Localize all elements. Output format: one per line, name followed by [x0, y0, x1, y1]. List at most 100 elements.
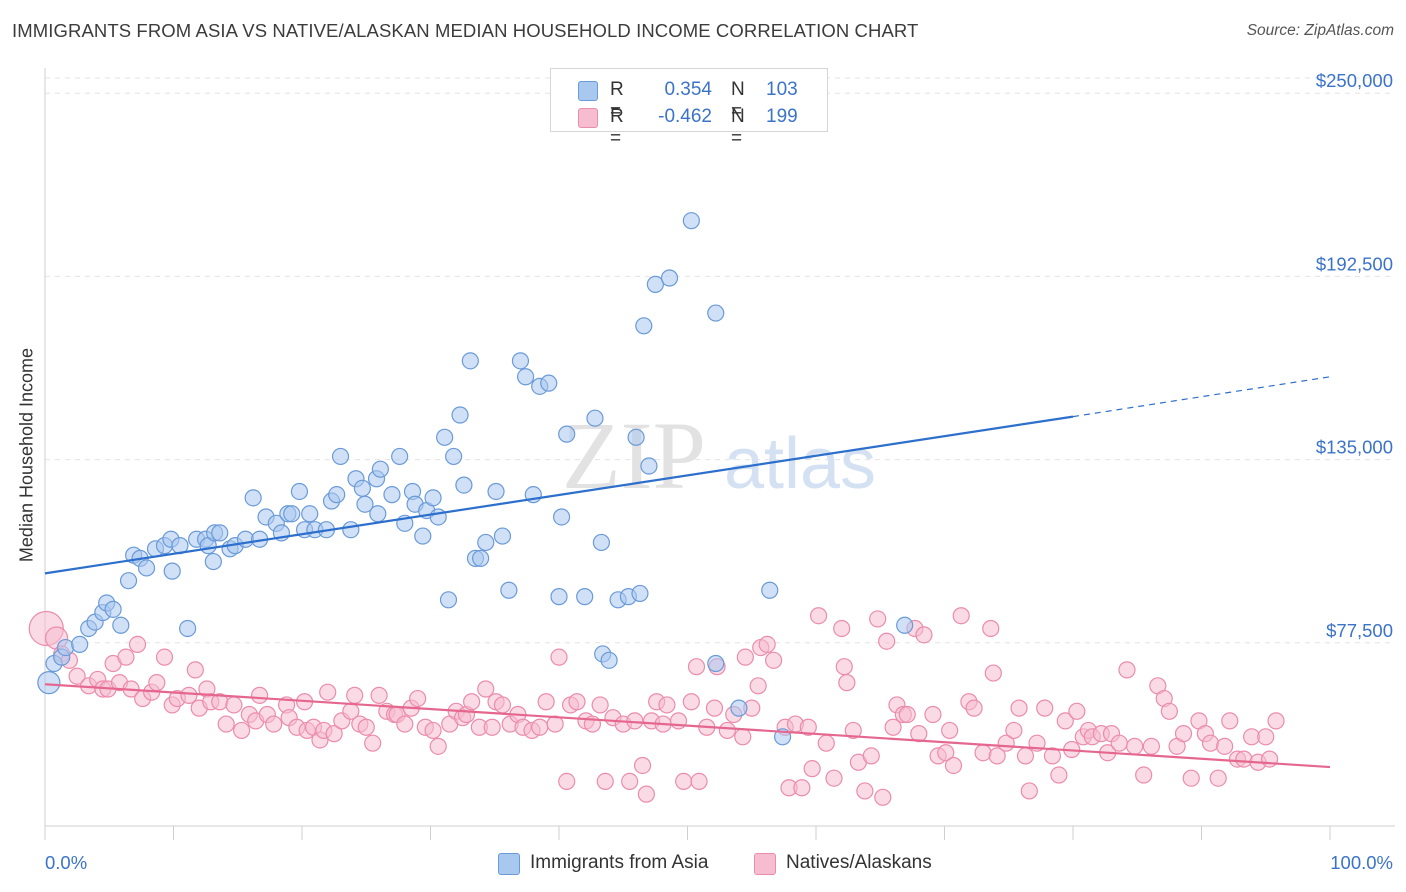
natives-alaskans-point: [1182, 769, 1200, 787]
natives-alaskans-points: [28, 607, 1285, 806]
natives-alaskans-point: [409, 689, 427, 708]
immigrants-asia-point: [391, 447, 409, 466]
natives-alaskans-point: [1135, 766, 1153, 784]
axes: [44, 68, 1395, 840]
immigrants-asia-point: [586, 409, 604, 427]
natives-alaskans-point: [1142, 737, 1160, 755]
natives-alaskans-point: [833, 619, 851, 638]
natives-alaskans-point: [463, 693, 481, 711]
immigrants-asia-point: [640, 457, 658, 475]
immigrants-asia-point: [500, 581, 518, 599]
natives-alaskans-point: [1010, 699, 1028, 717]
natives-alaskans-point: [809, 607, 828, 625]
natives-alaskans-point: [186, 661, 204, 679]
natives-alaskans-point: [1068, 702, 1086, 720]
natives-alaskans-point: [835, 658, 853, 676]
immigrants-asia-point: [414, 527, 432, 545]
natives-alaskans-point: [658, 696, 676, 714]
natives-alaskans-point: [682, 693, 700, 711]
x-tick-label-min: 0.0%: [45, 852, 87, 873]
immigrants-asia-point: [576, 588, 594, 606]
immigrants-asia-points: [37, 212, 914, 746]
immigrants-asia-trend-line: [44, 415, 1074, 575]
immigrants-asia-point: [455, 476, 473, 494]
immigrants-asia-point: [646, 275, 664, 293]
natives-alaskans-point: [1201, 734, 1220, 752]
immigrants-asia-point: [682, 212, 700, 230]
natives-alaskans-point: [558, 772, 576, 790]
y-tick-labels: $77,500 $135,000 $192,500 $250,000: [1316, 70, 1393, 641]
trend-lines: [44, 376, 1331, 769]
correlation-legend: R = 0.354 N = 103 R = -0.462 N = 199: [550, 68, 828, 149]
natives-alaskans-point: [568, 693, 586, 711]
immigrants-asia-point: [383, 486, 401, 504]
natives-alaskans-point: [799, 718, 817, 736]
immigrants-asia-point: [290, 482, 309, 501]
x-tick-label-max: 100.0%: [1330, 852, 1393, 873]
immigrants-asia-point: [896, 616, 914, 634]
natives-alaskans-point: [984, 664, 1002, 682]
immigrants-asia-point: [592, 533, 611, 552]
immigrants-asia-point: [424, 489, 442, 507]
natives-alaskans-point: [749, 677, 767, 695]
immigrants-asia-point: [429, 508, 447, 526]
immigrants-asia-point: [436, 428, 454, 446]
immigrants-asia-point: [445, 447, 463, 466]
legend-r-label: R =: [610, 79, 624, 122]
natives-alaskans-point: [838, 674, 856, 692]
natives-alaskans-point: [396, 715, 414, 733]
natives-alaskans-point: [483, 718, 501, 736]
legend-r-label: R =: [610, 106, 624, 149]
y-tick-label: $250,000: [1316, 70, 1393, 91]
natives-alaskans-point: [128, 635, 147, 654]
bottom-legend-swatch-pink: [754, 853, 776, 875]
chart-title: IMMIGRANTS FROM ASIA VS NATIVE/ALASKAN M…: [12, 20, 919, 41]
immigrants-asia-point: [487, 482, 505, 501]
natives-alaskans-point: [233, 721, 251, 740]
immigrants-asia-point: [56, 638, 75, 657]
natives-alaskans-point: [758, 635, 776, 654]
natives-alaskans-point: [621, 772, 639, 790]
immigrants-asia-point: [163, 562, 181, 580]
natives-alaskans-point: [874, 788, 892, 806]
natives-alaskans-point: [1267, 712, 1285, 730]
natives-alaskans-point: [596, 772, 614, 790]
immigrants-asia-point: [493, 527, 512, 545]
chart-source: Source: ZipAtlas.com: [1246, 22, 1394, 39]
zipatlas-watermark: ZIP atlas: [562, 402, 876, 509]
immigrants-asia-point: [707, 304, 725, 322]
natives-alaskans-point: [898, 705, 916, 724]
natives-alaskans-point: [1056, 712, 1074, 730]
natives-alaskans-point: [531, 718, 549, 736]
natives-alaskans-point: [941, 721, 959, 740]
immigrants-asia-point: [511, 352, 530, 370]
immigrants-asia-point: [71, 635, 89, 654]
immigrants-asia-point: [540, 374, 558, 392]
immigrants-asia-point: [119, 572, 138, 590]
natives-alaskans-point: [793, 779, 811, 797]
natives-alaskans-point: [633, 756, 652, 775]
natives-alaskans-point: [690, 772, 708, 790]
natives-alaskans-point: [817, 734, 835, 752]
natives-alaskans-point: [1257, 728, 1275, 746]
immigrants-asia-point: [516, 368, 535, 386]
natives-alaskans-point: [1261, 750, 1279, 768]
legend-n-label: N =: [731, 106, 745, 149]
legend-n-label: N =: [731, 79, 745, 122]
natives-alaskans-point: [155, 648, 174, 666]
immigrants-asia-point: [477, 533, 495, 552]
immigrants-asia-point: [552, 508, 571, 526]
natives-alaskans-point: [429, 737, 447, 755]
immigrants-asia-point: [328, 486, 346, 504]
immigrants-asia-point: [461, 352, 479, 370]
immigrants-asia-point: [211, 524, 229, 542]
y-tick-label: $192,500: [1316, 253, 1393, 274]
immigrants-asia-point: [331, 447, 350, 466]
immigrants-asia-point: [104, 600, 122, 618]
natives-alaskans-point: [1118, 661, 1136, 679]
immigrants-asia-point: [451, 406, 469, 424]
watermark-zip: ZIP: [562, 402, 706, 509]
immigrants-asia-point: [137, 559, 156, 577]
immigrants-asia-point: [472, 549, 490, 567]
natives-alaskans-point: [364, 734, 382, 752]
